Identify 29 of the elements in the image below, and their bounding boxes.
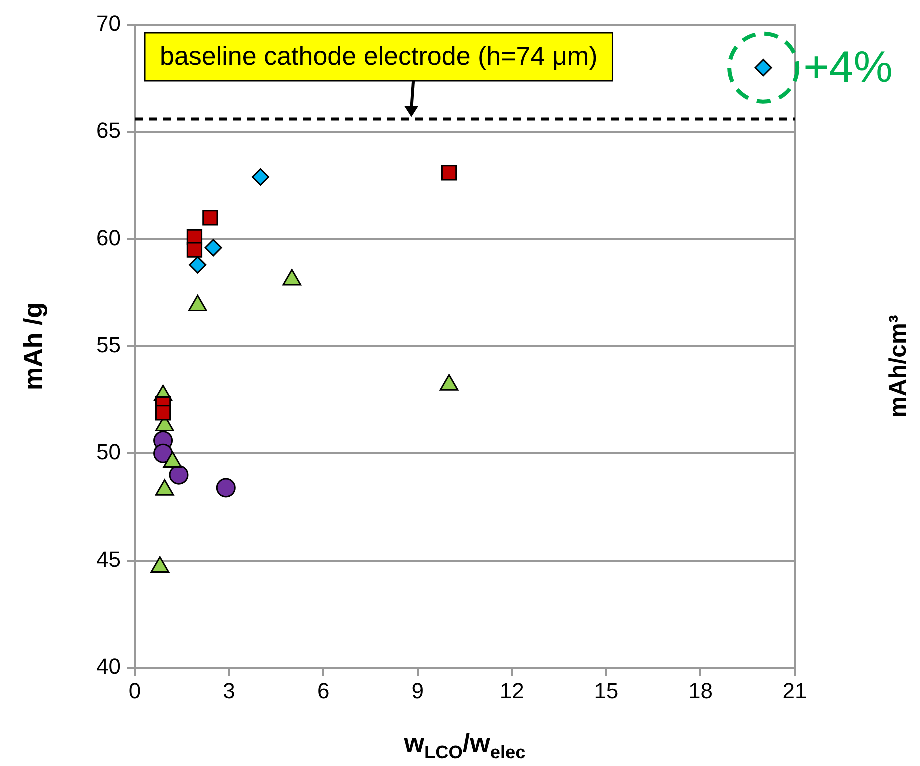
x-tick-label: 0 [128,678,142,704]
x-tick-label: 3 [223,678,236,704]
point [155,405,172,421]
annotation: +4% [804,43,893,92]
x-tick-label: 18 [688,678,713,704]
point [202,210,218,226]
x-tick-label: 12 [500,678,524,704]
y-tick-label: 55 [96,332,121,358]
x-tick-label: 15 [594,678,619,704]
y-tick-label: 50 [96,440,121,465]
point [216,478,236,498]
y2-axis-title: mAh/cm³ [885,315,912,418]
y-tick-label: 60 [96,225,121,250]
y-axis-title: mAh /g [18,302,48,391]
y-tick-label: 70 [96,11,121,36]
point [204,239,222,257]
x-tick-label: 9 [412,678,424,704]
x-tick-label: 21 [782,678,808,704]
point [441,165,458,181]
x-tick-label: 6 [317,678,330,704]
point [186,242,203,258]
point [154,444,174,464]
point [169,465,189,485]
y-tick-label: 45 [96,546,121,572]
annotation: baseline cathode electrode (h=74 μm) [160,41,598,72]
point [252,168,270,186]
y-tick-label: 65 [96,118,121,144]
y-tick-label: 40 [96,654,121,680]
point [189,256,207,274]
